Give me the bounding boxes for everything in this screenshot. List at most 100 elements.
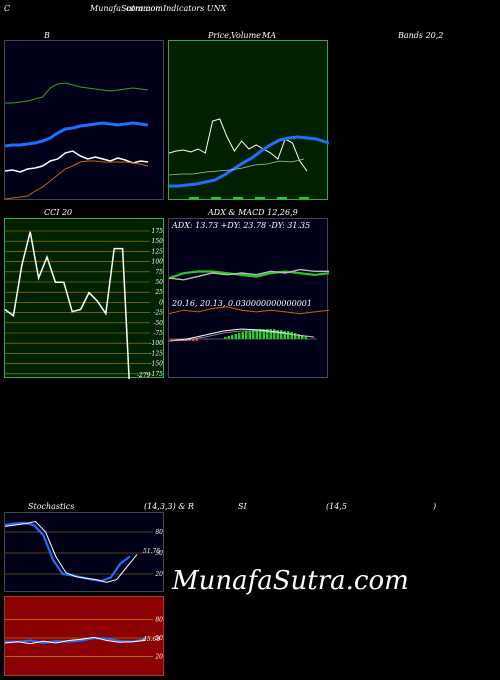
cci-tick-label: 100	[152, 259, 164, 266]
cci-label: CCI 20	[44, 208, 73, 217]
stoch-tick-label: 80	[155, 529, 163, 536]
macd-histogram-bar	[290, 332, 293, 339]
macd-histogram-bar	[195, 339, 198, 341]
macd-histogram-bar	[188, 339, 191, 341]
bollinger-lower-band	[5, 160, 149, 200]
cci-tick-label: -100	[150, 340, 164, 347]
bollinger-upper-band	[5, 82, 149, 104]
cci-tick-label: -75	[153, 330, 163, 337]
cci-tick-label: 25	[154, 289, 163, 296]
price-ma-line	[169, 135, 329, 188]
price-line	[169, 118, 308, 172]
rsi-ma-line	[5, 636, 146, 645]
rsi-panel: 80 50 20 45.68	[4, 596, 164, 676]
price-label: Price,	[208, 31, 232, 40]
macd-histogram-bar	[224, 337, 227, 339]
header-subtitle: common Indicators UNX	[126, 4, 227, 13]
rsi-tick-label: 80	[155, 616, 163, 623]
volume-bar	[189, 197, 199, 199]
rsi-line	[5, 636, 146, 645]
cci-tick-label: 175	[152, 228, 164, 235]
macd-histogram-bar	[171, 339, 174, 341]
adx-minus-dy-line	[169, 268, 329, 281]
volume-bar	[233, 197, 243, 199]
volume-bar	[299, 197, 309, 199]
volume-bar	[277, 197, 287, 199]
ma-label: MA	[262, 31, 276, 40]
rsi-close: )	[433, 502, 437, 511]
stoch-value-label: 51.75	[143, 548, 160, 555]
cci-tick-label: -175	[150, 371, 164, 378]
cci-value-label: -279	[137, 372, 151, 379]
volume-bar	[211, 197, 221, 199]
rsi-params: (14,5	[326, 502, 347, 511]
macd-histogram-bar	[294, 333, 297, 339]
stoch-label: Stochastics	[28, 502, 75, 511]
stoch-tick-label: 20	[154, 571, 163, 578]
cci-tick-label: -25	[153, 310, 163, 317]
cci-chart: 175 150 125 100 75 50 25 0 -25 -50 -75 -100 -125 -150…	[5, 228, 164, 379]
bollinger-panel	[4, 40, 164, 200]
rsi-tick-label: 20	[154, 654, 163, 661]
price-ma-chart	[169, 118, 329, 199]
macd-signal-line	[169, 330, 315, 342]
adx-macd-panel: ADX: 13.73 +DY: 23.78 -DY: 31.35 20.16, …	[168, 218, 329, 378]
macd-histogram-bar	[304, 336, 307, 339]
cci-tick-label: 50	[155, 279, 163, 286]
macd-histogram-bar	[227, 336, 230, 339]
volume-label: Volume	[231, 31, 261, 40]
stoch-k-line	[5, 521, 131, 583]
adx-macd-label: ADX & MACD 12,26,9	[208, 208, 298, 217]
macd-histogram-bar	[259, 329, 262, 339]
macd-histogram-bar	[231, 335, 234, 339]
cci-tick-label: 0	[159, 299, 163, 306]
macd-histogram-bar	[234, 334, 237, 339]
macd-histogram-bar	[245, 331, 248, 339]
price-ma-panel	[168, 40, 329, 200]
header-left: C	[4, 4, 11, 13]
adx-line	[169, 306, 329, 315]
macd-histogram-bar	[266, 329, 269, 339]
macd-values: 20.16, 20.13, 0.030000000000001	[172, 299, 312, 308]
stoch-params: (14,3,3) & R	[144, 502, 194, 511]
cci-line	[5, 231, 130, 379]
macd-histogram-bar	[273, 329, 276, 339]
header-title: MunafaSutra.com	[90, 4, 163, 13]
cci-tick-label: 150	[152, 238, 164, 245]
cci-tick-label: -150	[150, 361, 164, 368]
rsi-tick-label: 50	[155, 635, 163, 642]
macd-histogram-bar	[280, 330, 283, 339]
adx-macd-chart	[169, 268, 329, 342]
stoch-tick-label: 50	[155, 550, 163, 557]
macd-histogram-bar	[301, 335, 304, 339]
stochastics-chart: 80 50 20 51.75	[5, 520, 163, 583]
macd-histogram-bar	[297, 334, 300, 339]
bollinger-chart	[5, 82, 149, 200]
rsi-chart: 80 50 20 45.68	[5, 616, 163, 661]
macd-histogram-bar	[255, 330, 258, 339]
macd-histogram-bar	[262, 329, 265, 339]
bollinger-label: B	[44, 31, 50, 40]
cci-panel: 175 150 125 100 75 50 25 0 -25 -50 -75 -100 -125 -150…	[4, 218, 164, 379]
macd-histogram-bar	[192, 339, 195, 341]
cci-tick-label: 75	[155, 269, 163, 276]
price-ma-slow-line	[169, 158, 305, 176]
macd-histogram-bar	[269, 329, 272, 339]
rsi-value-label: 45.68	[142, 636, 160, 643]
adx-values: ADX: 13.73 +DY: 23.78 -DY: 31.35	[172, 221, 311, 230]
macd-histogram-bar	[252, 330, 255, 339]
bands-label: Bands 20,2	[398, 31, 444, 40]
cci-tick-label: -125	[150, 350, 164, 357]
bollinger-price-line	[5, 150, 149, 173]
macd-histogram-bar	[241, 332, 244, 339]
stochastics-panel: 80 50 20 51.75	[4, 512, 164, 592]
macd-histogram-bar	[248, 331, 251, 339]
si-label: SI	[238, 502, 247, 511]
watermark: MunafaSutra.com	[172, 566, 409, 596]
macd-histogram-bar	[283, 331, 286, 339]
bollinger-middle-band	[5, 121, 149, 148]
cci-tick-label: -50	[153, 320, 163, 327]
volume-bar	[255, 197, 265, 199]
macd-histogram-bar	[276, 330, 279, 339]
macd-histogram-bar	[238, 333, 241, 339]
